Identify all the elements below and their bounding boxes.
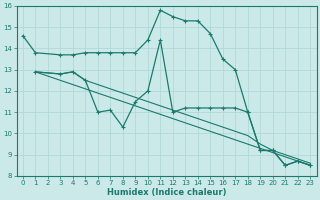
X-axis label: Humidex (Indice chaleur): Humidex (Indice chaleur) [107,188,226,197]
